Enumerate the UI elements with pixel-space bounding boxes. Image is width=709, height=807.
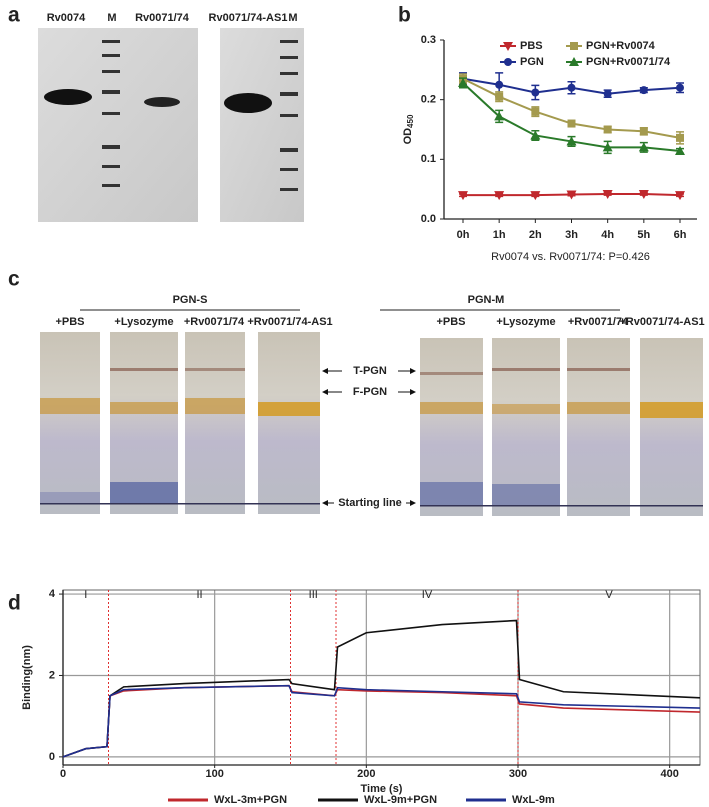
x-tick-label: 200 [357,768,375,780]
gel [38,28,304,222]
plot-frame [62,589,701,766]
marker [566,136,577,146]
strip-label: +Lysozyme [114,316,173,328]
y-tick-label: 4 [49,588,56,600]
marker [570,42,578,50]
marker-label: F-PGN [353,386,387,398]
marker [494,191,505,201]
legend-label: WxL-9m+PGN [364,794,437,806]
marker [602,142,613,152]
marker [567,83,576,92]
note: Rv0074 vs. Rv0071/74: P=0.426 [491,251,650,263]
y-axis-label-main: OD [402,128,414,145]
arrows [322,368,416,506]
group-label: PGN-M [468,294,505,306]
phase-label: III [309,589,318,601]
lane-label: Rv0071/74-AS1 [209,12,288,24]
marker [504,58,512,66]
marker [531,88,540,97]
lane-label: M [288,12,297,24]
marker-label: Starting line [338,497,402,509]
marker [603,89,612,98]
marker [566,190,577,200]
marker [530,191,541,201]
marker [603,125,612,134]
strip-label: +PBS [436,316,465,328]
strip-label: +Rv0071/74 [184,316,245,328]
x-tick-label: 0h [457,229,470,241]
y-tick-label: 0.1 [421,153,436,165]
marker [569,57,579,66]
x-tick-label: 5h [637,229,650,241]
panel-label: a [8,4,20,27]
y-axis-label-sub: 450 [406,114,415,128]
marker [567,119,576,128]
strip-label: +Rv0071/74-AS1 [247,316,332,328]
marker [676,133,684,142]
y-tick-label: 0.2 [421,94,436,106]
strip-images [40,332,703,516]
panel-label: b [398,4,411,27]
marker [495,80,504,89]
marker [495,92,504,101]
marker [676,83,684,92]
x-tick-label: 400 [660,768,678,780]
phase-label: I [84,589,87,601]
marker [639,86,648,95]
series-line [62,684,701,758]
y-tick-label: 0.0 [421,213,436,225]
y-axis-label: OD450 [402,114,415,144]
strip-label: +Rv0071/74-AS1 [619,316,704,328]
x-tick-label: 4h [601,229,614,241]
phase-label: V [605,589,613,601]
phase-label: IV [422,589,433,601]
marker [675,191,685,201]
marker [675,145,685,155]
x-tick-label: 2h [529,229,542,241]
x-tick-label: 300 [509,768,527,780]
legend-label: PGN+Rv0074 [586,40,656,52]
marker [638,189,649,199]
panel-label: d [8,592,21,615]
lane-label: M [107,12,116,24]
marker [503,42,513,51]
marker [530,130,541,140]
x-tick-label: 3h [565,229,578,241]
marker [639,127,648,136]
y-tick-label: 0 [49,751,55,763]
legend-label: WxL-9m [512,794,555,806]
lane-label: Rv0074 [47,12,86,24]
marker-label: T-PGN [353,365,387,377]
lane-label: Rv0071/74 [135,12,190,24]
marker [458,191,468,201]
marker [602,189,613,199]
marker [531,107,540,116]
y-tick-label: 0.3 [421,34,436,46]
legend-label: PGN+Rv0071/74 [586,56,671,68]
marker [494,111,505,121]
series-line [62,684,701,758]
legend-label: PBS [520,40,543,52]
x-tick-label: 0 [60,768,66,780]
phase-label: II [196,589,202,601]
marker [458,77,468,87]
strip-label: +Lysozyme [496,316,555,328]
x-axis-label: Time (s) [361,783,403,795]
group-label: PGN-S [173,294,208,306]
x-tick-label: 6h [674,229,687,241]
x-tick-label: 100 [205,768,223,780]
legend-label: WxL-3m+PGN [214,794,287,806]
y-axis-label: Binding(nm) [21,645,33,710]
x-tick-label: 1h [493,229,506,241]
strip-label: +PBS [55,316,84,328]
legend-label: PGN [520,56,544,68]
marker [638,142,649,152]
strip-label: +Rv0071/74 [568,316,629,328]
panel-label: c [8,268,20,291]
y-tick-label: 2 [49,669,55,681]
